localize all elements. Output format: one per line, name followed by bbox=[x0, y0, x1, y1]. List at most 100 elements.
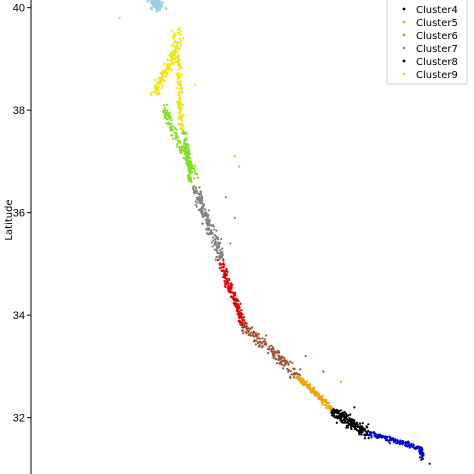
data-point bbox=[190, 180, 193, 183]
data-point bbox=[178, 42, 181, 45]
data-point bbox=[175, 135, 179, 138]
data-point bbox=[168, 54, 171, 57]
data-point bbox=[150, 6, 153, 9]
data-point bbox=[244, 321, 247, 324]
data-point bbox=[242, 318, 245, 322]
data-point bbox=[168, 111, 171, 115]
data-point bbox=[177, 54, 180, 57]
data-point bbox=[428, 462, 431, 465]
data-point bbox=[188, 149, 191, 152]
data-point bbox=[199, 197, 202, 200]
data-point bbox=[180, 127, 183, 130]
data-point bbox=[194, 200, 197, 203]
data-point bbox=[191, 167, 195, 170]
data-point bbox=[295, 376, 298, 380]
data-point bbox=[258, 337, 261, 340]
data-point bbox=[336, 417, 339, 420]
data-point bbox=[401, 440, 404, 443]
data-point bbox=[354, 424, 357, 428]
data-point bbox=[215, 248, 218, 251]
data-point bbox=[396, 441, 399, 444]
data-point bbox=[188, 166, 191, 170]
data-point bbox=[280, 355, 283, 358]
data-point bbox=[340, 412, 343, 415]
data-point bbox=[180, 87, 184, 90]
data-point bbox=[181, 103, 185, 107]
data-point bbox=[297, 377, 300, 380]
data-point bbox=[351, 424, 354, 428]
data-point bbox=[177, 57, 180, 60]
data-point bbox=[224, 196, 228, 199]
data-point bbox=[358, 422, 362, 425]
data-point bbox=[280, 359, 284, 362]
data-point bbox=[188, 173, 191, 176]
data-point bbox=[254, 339, 258, 343]
data-point bbox=[329, 404, 332, 408]
data-point bbox=[192, 177, 196, 180]
data-point bbox=[218, 251, 221, 255]
data-point bbox=[188, 175, 191, 178]
data-point bbox=[206, 232, 209, 235]
data-point bbox=[213, 228, 216, 231]
data-point bbox=[158, 77, 161, 80]
data-point bbox=[263, 338, 266, 341]
data-point bbox=[279, 357, 282, 360]
data-point bbox=[185, 143, 188, 147]
data-point bbox=[172, 53, 175, 56]
data-point bbox=[178, 140, 181, 143]
data-point bbox=[178, 94, 181, 97]
data-point bbox=[268, 345, 271, 348]
data-point bbox=[172, 50, 175, 53]
data-point bbox=[159, 72, 162, 75]
data-point bbox=[243, 323, 246, 326]
data-point bbox=[172, 137, 175, 140]
data-point bbox=[420, 458, 423, 461]
y-tick-label: 32 bbox=[13, 413, 25, 425]
data-point bbox=[289, 376, 292, 380]
data-point bbox=[267, 352, 270, 355]
data-point bbox=[156, 81, 159, 84]
data-point bbox=[175, 128, 178, 131]
data-point bbox=[329, 408, 332, 411]
data-point bbox=[238, 317, 241, 320]
data-point bbox=[348, 416, 351, 420]
data-point bbox=[393, 438, 396, 441]
data-point bbox=[253, 330, 256, 334]
data-point bbox=[166, 109, 169, 112]
data-point bbox=[160, 78, 163, 82]
data-point bbox=[158, 92, 161, 95]
data-point bbox=[355, 421, 359, 424]
data-point bbox=[166, 59, 170, 62]
data-point bbox=[333, 410, 336, 413]
data-point bbox=[219, 249, 222, 252]
data-point bbox=[418, 456, 421, 459]
data-point bbox=[358, 433, 361, 436]
y-tick-label: 38 bbox=[13, 105, 25, 117]
data-point bbox=[202, 207, 205, 210]
data-point bbox=[284, 359, 287, 362]
data-point bbox=[180, 73, 183, 76]
data-point bbox=[256, 341, 259, 345]
data-point bbox=[310, 391, 313, 394]
data-point bbox=[197, 208, 200, 212]
data-point bbox=[274, 358, 277, 361]
data-point bbox=[386, 435, 389, 439]
data-point bbox=[229, 289, 232, 292]
data-point bbox=[290, 373, 293, 376]
data-point bbox=[239, 323, 242, 326]
data-point bbox=[207, 227, 211, 230]
data-point bbox=[248, 333, 251, 336]
y-axis-ticks: 40 38 36 34 32 bbox=[13, 3, 31, 425]
data-point bbox=[315, 391, 319, 394]
data-point bbox=[183, 142, 186, 145]
data-point bbox=[327, 402, 331, 405]
data-point bbox=[171, 56, 175, 59]
data-point bbox=[356, 425, 359, 429]
data-point bbox=[322, 370, 325, 373]
data-point bbox=[340, 420, 343, 424]
data-point bbox=[327, 406, 330, 410]
data-point bbox=[300, 381, 303, 384]
data-point bbox=[222, 269, 225, 272]
data-point bbox=[220, 256, 223, 259]
data-point bbox=[312, 388, 315, 391]
